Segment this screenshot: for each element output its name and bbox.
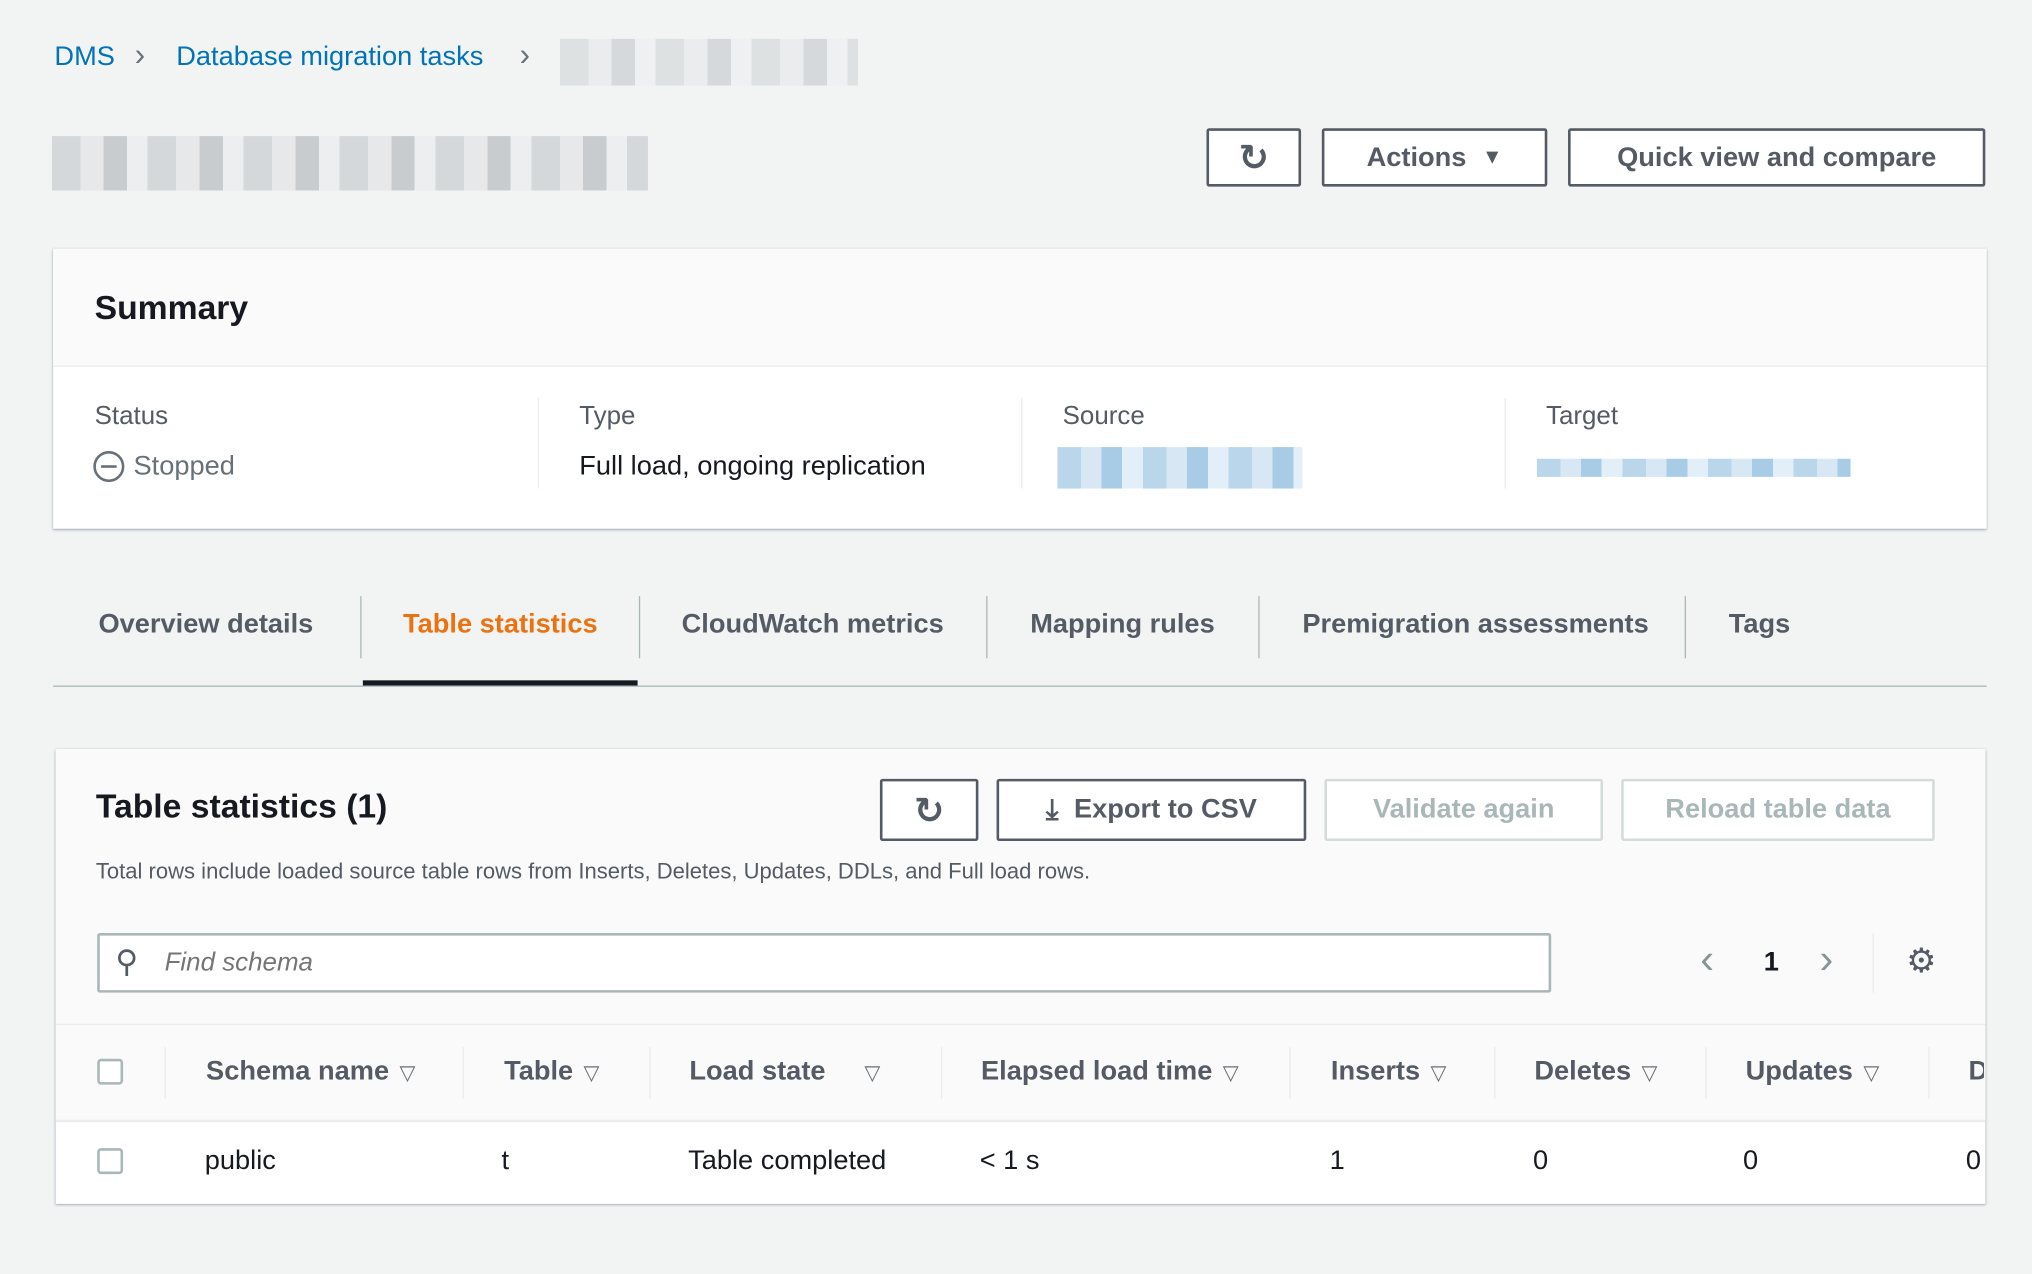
col-label: Inserts	[1330, 1056, 1421, 1086]
source-label: Source	[1062, 401, 1145, 431]
tab-premigration-assessments[interactable]: Premigration assessments	[1302, 609, 1649, 639]
find-schema-input[interactable]: ⚲	[97, 933, 1552, 993]
table-description: Total rows include loaded source table r…	[95, 859, 1091, 884]
col-label: Elapsed load time	[980, 1056, 1213, 1086]
reload-table-data-button[interactable]: Reload table data	[1621, 778, 1935, 842]
next-page-icon[interactable]: ›	[1819, 935, 1834, 983]
breadcrumb-dms[interactable]: DMS	[54, 41, 115, 72]
summary-card: Summary	[53, 248, 1987, 529]
prev-page-icon[interactable]: ‹	[1700, 935, 1715, 983]
table-statistics-title: Table statistics (1)	[95, 786, 388, 826]
breadcrumb-tasks[interactable]: Database migration tasks	[176, 41, 484, 72]
redacted-source-link[interactable]	[1057, 447, 1303, 489]
column-header-inserts[interactable]: Inserts ▽	[1331, 1056, 1447, 1087]
stopped-icon	[93, 450, 125, 483]
column-header-updates[interactable]: Updates ▽	[1746, 1056, 1880, 1087]
table-refresh-button[interactable]: ↻	[879, 778, 979, 842]
column-header-table[interactable]: Table ▽	[504, 1056, 599, 1087]
caret-down-icon: ▼	[1481, 145, 1503, 168]
reload-label: Reload table data	[1665, 794, 1891, 825]
cell-inserts: 1	[1329, 1145, 1345, 1176]
quick-view-label: Quick view and compare	[1617, 141, 1937, 172]
cell-schema-name: public	[204, 1145, 276, 1176]
page-number[interactable]: 1	[1763, 947, 1779, 978]
status-label: Status	[94, 401, 169, 431]
redacted-page-title	[51, 136, 648, 191]
column-header-deletes[interactable]: Deletes ▽	[1534, 1056, 1657, 1087]
col-label: Deletes	[1534, 1056, 1632, 1086]
export-csv-button[interactable]: ⤓ Export to CSV	[996, 778, 1307, 842]
download-icon: ⤓	[1045, 793, 1059, 826]
cell-updates: 0	[1742, 1145, 1759, 1176]
cell-load-state: Table completed	[688, 1145, 887, 1176]
tab-cloudwatch-metrics[interactable]: CloudWatch metrics	[681, 609, 944, 639]
redacted-target-link[interactable]	[1536, 458, 1851, 477]
chevron-right-icon: ›	[134, 37, 146, 73]
select-all-checkbox[interactable]	[97, 1058, 124, 1085]
row-checkbox[interactable]	[97, 1148, 124, 1175]
quick-view-button[interactable]: Quick view and compare	[1568, 128, 1986, 187]
validate-label: Validate again	[1372, 794, 1555, 825]
column-header-elapsed-load-time[interactable]: Elapsed load time ▽	[981, 1056, 1239, 1087]
sort-icon: ▽	[1222, 1062, 1239, 1085]
column-header-schema-name[interactable]: Schema name ▽	[206, 1056, 415, 1087]
settings-gear-icon[interactable]: ⚙	[1906, 940, 1937, 980]
export-label: Export to CSV	[1073, 794, 1257, 825]
col-label: Load state	[689, 1056, 826, 1086]
actions-button[interactable]: Actions ▼	[1321, 128, 1548, 187]
tab-mapping-rules[interactable]: Mapping rules	[1030, 609, 1215, 639]
cell-deletes: 0	[1533, 1145, 1549, 1176]
sort-icon: ▽	[399, 1062, 416, 1085]
type-value: Full load, ongoing replication	[579, 450, 926, 481]
status-value: Stopped	[133, 450, 235, 481]
sort-icon: ▽	[1863, 1062, 1880, 1085]
column-header-load-state[interactable]: Load state ▽	[689, 1056, 880, 1087]
search-field[interactable]	[164, 943, 1461, 983]
summary-title: Summary	[94, 287, 249, 327]
redacted-task-name	[559, 38, 858, 86]
sort-icon: ▽	[864, 1062, 881, 1085]
col-label: Table	[504, 1056, 574, 1086]
column-header-ddls[interactable]: D	[1968, 1056, 1984, 1087]
refresh-button[interactable]: ↻	[1206, 128, 1302, 187]
col-label: Schema name	[206, 1056, 390, 1086]
sort-icon: ▽	[1430, 1062, 1447, 1085]
cell-elapsed-load-time: < 1 s	[979, 1145, 1040, 1176]
tab-table-statistics[interactable]: Table statistics	[403, 609, 598, 639]
refresh-icon: ↻	[913, 789, 945, 831]
cell-table: t	[501, 1145, 510, 1176]
actions-label: Actions	[1366, 141, 1467, 172]
sort-icon: ▽	[1641, 1062, 1658, 1085]
search-icon: ⚲	[115, 944, 139, 980]
tab-tags[interactable]: Tags	[1728, 609, 1791, 639]
col-label: Updates	[1745, 1056, 1853, 1086]
sort-icon: ▽	[583, 1062, 600, 1085]
cell-ddls: 0	[1965, 1145, 1982, 1176]
chevron-right-icon: ›	[519, 37, 531, 73]
tab-overview-details[interactable]: Overview details	[98, 609, 314, 639]
validate-again-button[interactable]: Validate again	[1324, 778, 1604, 842]
target-label: Target	[1546, 401, 1619, 431]
type-label: Type	[579, 401, 636, 431]
refresh-icon: ↻	[1238, 137, 1269, 178]
